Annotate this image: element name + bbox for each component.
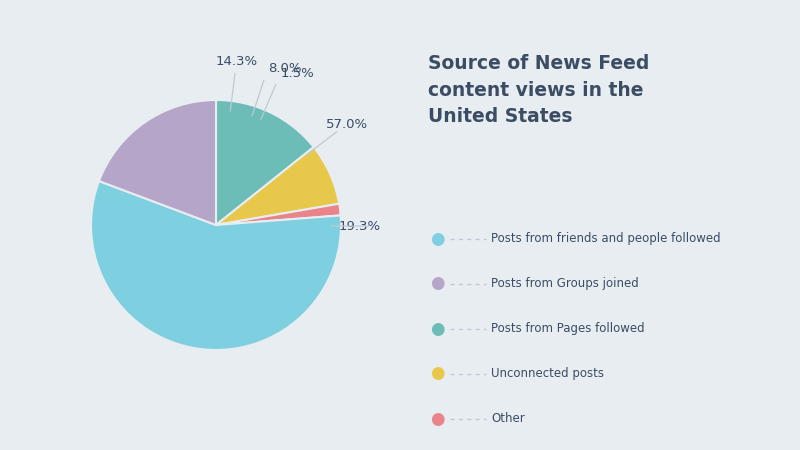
Wedge shape <box>91 181 341 350</box>
Text: Posts from Pages followed: Posts from Pages followed <box>491 322 645 335</box>
Text: 8.0%: 8.0% <box>268 62 302 75</box>
Text: ●: ● <box>430 230 445 248</box>
Text: 14.3%: 14.3% <box>215 55 258 68</box>
Text: ●: ● <box>430 320 445 338</box>
Text: 57.0%: 57.0% <box>326 117 368 130</box>
Wedge shape <box>216 100 314 225</box>
Wedge shape <box>99 100 216 225</box>
Text: 19.3%: 19.3% <box>339 220 381 233</box>
Text: ●: ● <box>430 410 445 427</box>
Wedge shape <box>216 147 339 225</box>
Text: Posts from friends and people followed: Posts from friends and people followed <box>491 232 721 245</box>
Text: Posts from Groups joined: Posts from Groups joined <box>491 277 639 290</box>
Text: Source of News Feed
content views in the
United States: Source of News Feed content views in the… <box>428 54 650 126</box>
Text: ●: ● <box>430 364 445 382</box>
Text: ●: ● <box>430 274 445 292</box>
Text: Other: Other <box>491 412 525 425</box>
Wedge shape <box>216 204 341 225</box>
Text: 1.5%: 1.5% <box>281 67 314 80</box>
Text: Unconnected posts: Unconnected posts <box>491 367 604 380</box>
